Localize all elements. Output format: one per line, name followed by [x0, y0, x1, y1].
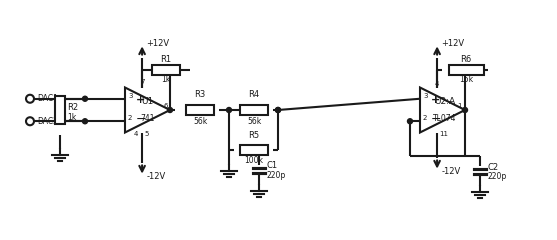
Circle shape — [82, 119, 87, 124]
Bar — [186, 105, 214, 115]
Circle shape — [168, 108, 173, 113]
Text: R5: R5 — [248, 131, 259, 140]
Circle shape — [227, 108, 232, 113]
Text: 741: 741 — [140, 114, 155, 123]
Text: 1k: 1k — [67, 113, 76, 121]
Circle shape — [26, 117, 34, 125]
Text: 2: 2 — [128, 115, 133, 121]
Text: 2: 2 — [423, 115, 427, 121]
Text: 7: 7 — [140, 79, 145, 85]
Text: −: − — [431, 114, 441, 126]
Text: −: − — [135, 114, 146, 126]
Text: 11: 11 — [439, 131, 448, 137]
Text: 4: 4 — [435, 80, 439, 86]
Circle shape — [462, 108, 467, 113]
Text: 3: 3 — [423, 93, 428, 99]
Text: 1: 1 — [457, 103, 462, 109]
Bar — [240, 145, 267, 155]
Text: R1: R1 — [160, 55, 172, 65]
Text: 220p: 220p — [266, 170, 286, 180]
Text: 6: 6 — [164, 103, 169, 109]
Text: +12V: +12V — [146, 39, 169, 48]
Text: 56k: 56k — [247, 117, 261, 126]
Text: +: + — [136, 95, 145, 105]
Text: 3: 3 — [128, 93, 133, 99]
Text: DAC2: DAC2 — [37, 117, 58, 126]
Bar — [152, 65, 180, 74]
Polygon shape — [420, 88, 465, 132]
Circle shape — [26, 95, 34, 103]
Text: 5: 5 — [144, 131, 149, 137]
Text: DAC1: DAC1 — [37, 94, 58, 103]
Text: C2: C2 — [488, 163, 499, 172]
Text: R2: R2 — [67, 103, 78, 113]
Circle shape — [276, 108, 281, 113]
Text: 220p: 220p — [488, 172, 507, 181]
Bar — [448, 65, 483, 74]
Text: R4: R4 — [248, 90, 260, 99]
Text: -12V: -12V — [146, 172, 165, 181]
Text: -12V: -12V — [441, 167, 460, 176]
Text: 15k: 15k — [459, 76, 473, 84]
Text: TL074: TL074 — [433, 114, 457, 123]
Bar — [55, 96, 65, 124]
Circle shape — [82, 96, 87, 101]
Circle shape — [276, 108, 281, 113]
Text: +12V: +12V — [441, 39, 464, 48]
Text: C1: C1 — [266, 162, 277, 170]
Text: U1: U1 — [141, 97, 154, 106]
Text: +: + — [431, 95, 441, 105]
Text: 1k: 1k — [162, 76, 171, 84]
Bar — [240, 105, 268, 115]
Text: 100k: 100k — [244, 156, 263, 165]
Text: U2:A: U2:A — [434, 97, 455, 106]
Text: 56k: 56k — [193, 117, 207, 126]
Text: R6: R6 — [461, 55, 472, 65]
Polygon shape — [125, 88, 170, 132]
Text: 4: 4 — [134, 131, 139, 137]
Circle shape — [408, 119, 413, 124]
Text: R3: R3 — [194, 90, 206, 99]
